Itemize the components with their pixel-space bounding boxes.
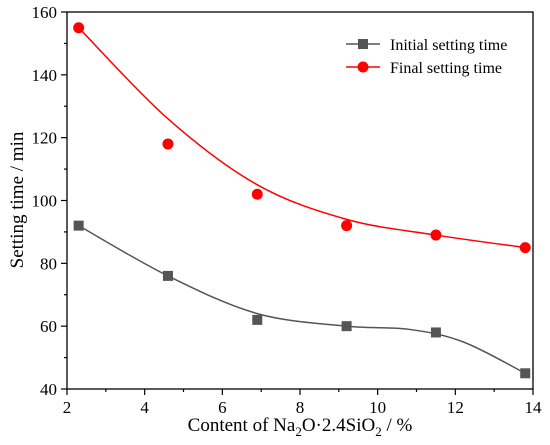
point-final bbox=[162, 138, 174, 150]
point-final bbox=[341, 220, 353, 232]
y-tick-labels: 40 60 80 100 120 140 160 bbox=[32, 3, 58, 399]
x-tick-label: 14 bbox=[525, 398, 543, 417]
legend-item-final: Final setting time bbox=[346, 60, 502, 77]
legend-item-initial: Initial setting time bbox=[346, 37, 507, 54]
y-tick-label: 100 bbox=[32, 192, 58, 211]
legend-marker-initial bbox=[358, 39, 368, 49]
legend-label-final: Final setting time bbox=[390, 60, 502, 77]
point-initial bbox=[73, 220, 84, 231]
point-final bbox=[73, 22, 85, 34]
y-tick-label: 160 bbox=[32, 3, 58, 22]
x-tick-label: 6 bbox=[218, 398, 227, 417]
y-axis-title: Setting time / min bbox=[7, 131, 28, 268]
axis-ticks bbox=[61, 11, 534, 395]
data-markers bbox=[73, 22, 531, 379]
y-tick-label: 60 bbox=[40, 317, 57, 336]
point-final bbox=[251, 188, 263, 200]
fit-curve-initial bbox=[78, 224, 526, 374]
x-tick-label: 8 bbox=[296, 398, 305, 417]
fit-curves bbox=[78, 27, 526, 374]
x-tick-labels: 2 4 6 8 10 12 14 bbox=[63, 398, 542, 417]
legend-marker-final bbox=[357, 61, 369, 73]
point-final bbox=[430, 229, 442, 241]
point-initial bbox=[430, 327, 441, 338]
point-initial bbox=[520, 368, 531, 379]
x-tick-label: 4 bbox=[140, 398, 149, 417]
legend: Initial setting time Final setting time bbox=[346, 37, 507, 77]
point-initial bbox=[162, 270, 173, 281]
y-tick-label: 140 bbox=[32, 66, 58, 85]
legend-label-initial: Initial setting time bbox=[390, 37, 507, 54]
x-tick-label: 2 bbox=[63, 398, 72, 417]
x-tick-label: 10 bbox=[369, 398, 386, 417]
y-tick-label: 40 bbox=[40, 380, 57, 399]
x-axis-title: Content of Na2O·2.4SiO2 / % bbox=[188, 415, 413, 439]
point-initial bbox=[252, 314, 263, 325]
point-final bbox=[519, 242, 531, 254]
y-tick-label: 120 bbox=[32, 129, 58, 148]
point-initial bbox=[341, 321, 352, 332]
x-tick-label: 12 bbox=[447, 398, 464, 417]
y-tick-label: 80 bbox=[40, 254, 57, 273]
